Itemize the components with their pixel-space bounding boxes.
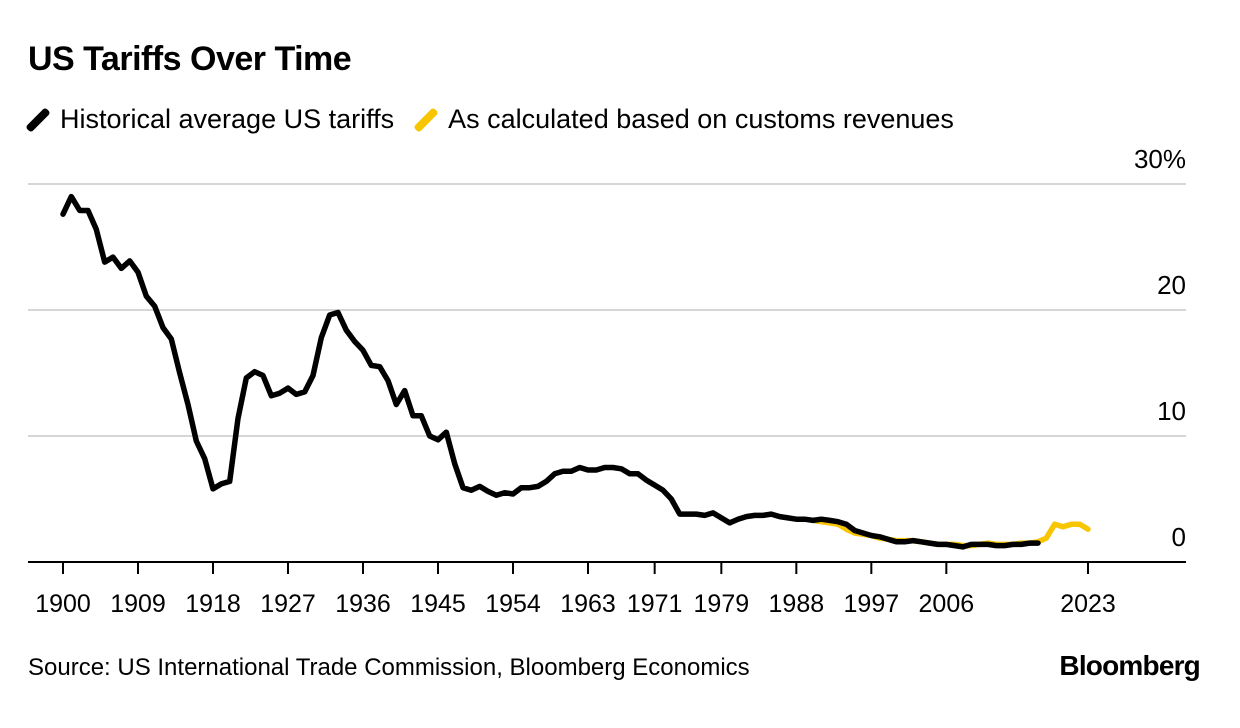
series-line-historical-tariffs [60, 193, 1041, 550]
x-tick-label-1979: 1979 [694, 590, 750, 618]
legend-label-historical: Historical average US tariffs [60, 104, 395, 134]
y-tick-label-0: 0 [1172, 522, 1186, 552]
x-tick-label-1971: 1971 [627, 590, 683, 618]
legend-item-customs: As calculated based on customs revenues [413, 104, 954, 135]
x-tick-label-1918: 1918 [185, 590, 241, 618]
legend-item-historical: Historical average US tariffs [25, 104, 395, 135]
chart-title: US Tariffs Over Time [28, 40, 352, 78]
x-tick-label-1954: 1954 [485, 590, 541, 618]
y-tick-label-20: 20 [1157, 270, 1186, 300]
bloomberg-logo: Bloomberg [1059, 650, 1200, 681]
x-tick-label-1988: 1988 [769, 590, 825, 618]
x-tick-label-1936: 1936 [335, 590, 391, 618]
x-tick-label-1945: 1945 [410, 590, 466, 618]
x-tick-label-1963: 1963 [560, 590, 616, 618]
legend-label-customs: As calculated based on customs revenues [448, 104, 954, 134]
x-tick-label-2023: 2023 [1060, 590, 1116, 618]
legend: Historical average US tariffs As calcula… [25, 104, 976, 135]
x-tick-label-1997: 1997 [844, 590, 900, 618]
x-tick-label-1927: 1927 [260, 590, 316, 618]
x-tick-label-2006: 2006 [919, 590, 975, 618]
x-tick-label-1909: 1909 [110, 590, 166, 618]
y-tick-label-10: 10 [1157, 396, 1186, 426]
y-tick-label-30: 30% [1134, 144, 1186, 174]
x-tick-label-1900: 1900 [35, 590, 91, 618]
source-note: Source: US International Trade Commissio… [28, 654, 750, 681]
